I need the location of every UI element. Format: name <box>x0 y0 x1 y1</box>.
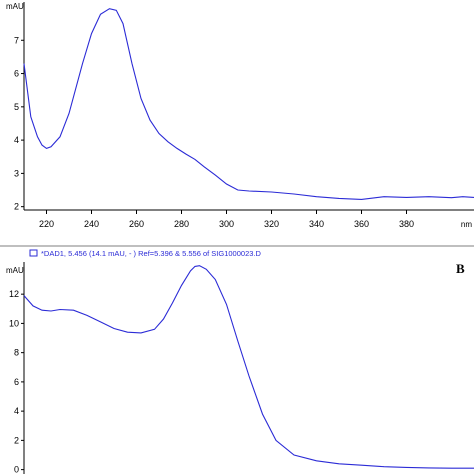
panel-letter-label: B <box>456 261 465 276</box>
x-tick-label: 240 <box>84 219 99 229</box>
x-tick-label: 280 <box>174 219 189 229</box>
spectrum-trace-line <box>23 265 474 469</box>
x-tick-label: 340 <box>309 219 324 229</box>
y-tick-label: 8 <box>14 348 19 358</box>
legend-entry: *DAD1, 5.456 (14.1 mAU, - ) Ref=5.396 & … <box>41 249 262 258</box>
spectrum-panel-a: 2 3 4 5 6 7 220 240 260 280 300 320 340 360 380 mAU nm <box>6 2 474 229</box>
y-axis-unit-label: mAU <box>6 2 24 11</box>
y-tick-label: 4 <box>14 406 19 416</box>
y-tick-label: 2 <box>14 435 19 445</box>
spectrum-panel-b: 0 2 4 6 8 10 12 mAU *DAD1, 5.456 (14.1 mAU, - ) … <box>6 249 474 474</box>
y-tick-label: 0 <box>14 465 19 474</box>
x-tick-label: 320 <box>264 219 279 229</box>
y-tick-label: 12 <box>9 289 19 299</box>
x-tick-label: 260 <box>129 219 144 229</box>
y-tick-label: 5 <box>14 102 19 112</box>
x-tick-label: 360 <box>354 219 369 229</box>
y-tick-label: 7 <box>14 35 19 45</box>
y-tick-label: 3 <box>14 168 19 178</box>
x-tick-label: 220 <box>39 219 54 229</box>
y-tick-label: 6 <box>14 69 19 79</box>
y-axis-unit-label: mAU <box>6 266 24 275</box>
x-tick-label: 300 <box>219 219 234 229</box>
y-tick-label: 6 <box>14 377 19 387</box>
y-tick-label: 10 <box>9 318 19 328</box>
y-tick-label: 2 <box>14 202 19 212</box>
spectrum-trace-line <box>23 8 474 200</box>
legend-swatch <box>29 249 38 257</box>
x-tick-label: 380 <box>399 219 414 229</box>
x-axis-unit-label: nm <box>461 220 472 229</box>
y-tick-label: 4 <box>14 135 19 145</box>
